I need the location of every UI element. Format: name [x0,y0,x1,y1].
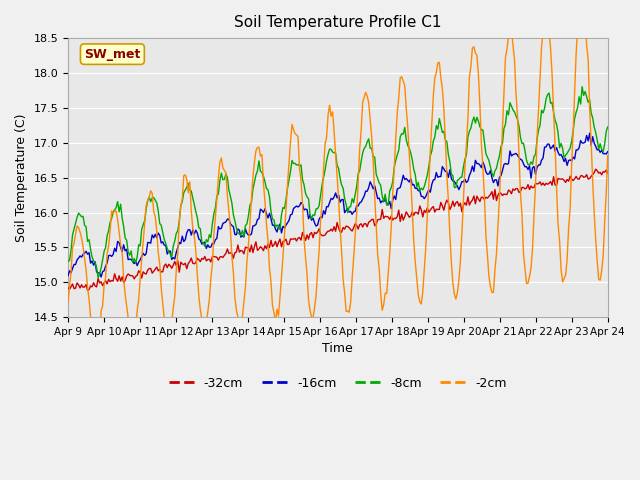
Title: Soil Temperature Profile C1: Soil Temperature Profile C1 [234,15,442,30]
X-axis label: Time: Time [323,342,353,356]
Y-axis label: Soil Temperature (C): Soil Temperature (C) [15,113,28,242]
Legend: -32cm, -16cm, -8cm, -2cm: -32cm, -16cm, -8cm, -2cm [164,372,512,395]
Text: SW_met: SW_met [84,48,141,60]
